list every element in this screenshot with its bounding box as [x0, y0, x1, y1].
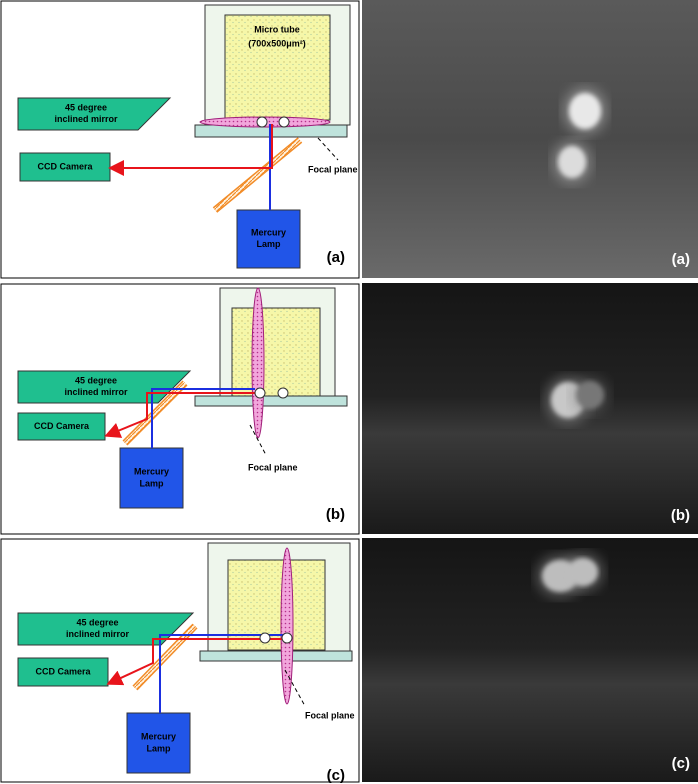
camera-label: CCD Camera: [37, 161, 93, 171]
mirror-label: inclined mirror: [64, 387, 128, 397]
particle-image: [568, 558, 598, 586]
tube-inner: [228, 560, 325, 650]
focal-label: Focal plane: [308, 164, 358, 174]
photo-background: [362, 538, 698, 782]
photo-background: [362, 283, 698, 534]
mirror-label: 45 degree: [76, 618, 118, 628]
mirror-label: inclined mirror: [54, 114, 118, 124]
stage-plate: [200, 651, 352, 661]
panel-label: (c): [327, 767, 345, 784]
camera-label: CCD Camera: [34, 421, 90, 431]
particle: [282, 633, 292, 643]
lens: [281, 548, 293, 704]
mirror-label: inclined mirror: [66, 629, 130, 639]
stage-plate: [195, 396, 347, 406]
particle: [255, 388, 265, 398]
focal-label: Focal plane: [305, 710, 355, 720]
lamp-label: Mercury: [251, 228, 286, 238]
photo-background: [362, 0, 698, 278]
tube-size: (700x500μm²): [248, 38, 306, 48]
figure: 45 degreeinclined mirrorCCD CameraMercur…: [0, 0, 698, 784]
lamp-label: Lamp: [146, 743, 171, 753]
focal-label: Focal plane: [248, 462, 298, 472]
particle-image: [569, 93, 601, 129]
tube-inner: [232, 308, 320, 396]
photo-panel-label: (a): [672, 251, 690, 268]
panel-label: (b): [326, 506, 345, 523]
camera-label: CCD Camera: [35, 666, 91, 676]
particle-image: [558, 146, 586, 178]
photo-panel-label: (b): [671, 507, 690, 524]
particle: [257, 117, 267, 127]
photo-panel: (a): [362, 0, 698, 278]
particle-image: [576, 381, 604, 409]
lamp-label: Lamp: [139, 478, 164, 488]
particle: [278, 388, 288, 398]
mirror-label: 45 degree: [65, 103, 107, 113]
photo-panel: (b): [362, 283, 698, 534]
photo-panel: (c): [362, 538, 698, 782]
lamp-label: Lamp: [256, 239, 281, 249]
particle: [279, 117, 289, 127]
lamp-label: Mercury: [134, 466, 169, 476]
lamp-label: Mercury: [141, 731, 176, 741]
panel-label: (a): [327, 249, 345, 266]
particle: [260, 633, 270, 643]
tube-label: Micro tube: [254, 24, 300, 34]
lens: [252, 288, 264, 438]
mirror-label: 45 degree: [75, 376, 117, 386]
photo-panel-label: (c): [672, 755, 690, 772]
